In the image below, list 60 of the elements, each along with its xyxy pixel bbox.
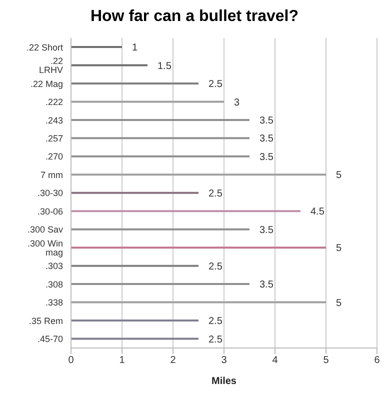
y-tick-label: .257: [45, 133, 63, 144]
bar: [71, 64, 148, 66]
y-tick-label: .30-06: [37, 206, 63, 216]
x-tick-label: 4: [272, 355, 278, 366]
y-tick-label: .22 LRHV: [38, 56, 63, 76]
bar: [71, 228, 250, 230]
y-tick-label: .22 Short: [26, 42, 64, 52]
bar: [71, 174, 326, 176]
data-label: 3.5: [260, 134, 274, 145]
y-tick-label: .35 Rem: [28, 316, 63, 326]
bar: [71, 301, 326, 304]
y-tick-label: .30-30: [37, 188, 63, 198]
x-tick-label: 0: [68, 355, 74, 366]
y-tick-label: .22 Mag: [30, 78, 63, 89]
data-label: 4.5: [310, 206, 325, 218]
data-label: 2.5: [208, 79, 223, 90]
bar: [71, 137, 250, 140]
data-label: 1.5: [158, 60, 172, 72]
data-label: 3.5: [260, 152, 274, 163]
data-label: 2.5: [208, 188, 223, 200]
bar: [71, 264, 198, 267]
y-tick-label: .45-70: [37, 334, 63, 344]
y-tick-label: .308: [45, 279, 63, 290]
y-tick-label: .222: [45, 97, 63, 108]
bar: [71, 246, 326, 249]
bar: [71, 283, 250, 286]
x-tick-label: 5: [323, 355, 330, 366]
y-tick-label: .338: [45, 298, 63, 308]
bar: [71, 118, 250, 121]
data-label: 5: [336, 298, 342, 309]
x-tick-label: 6: [374, 355, 380, 366]
bar: [71, 338, 198, 340]
bar: [71, 46, 122, 48]
x-tick-label: 2: [170, 355, 176, 366]
bar: [71, 155, 250, 158]
y-tick-label: .300 Sav: [27, 224, 64, 235]
data-label: 2.5: [208, 334, 223, 346]
y-tick-label: .300 Win mag: [27, 238, 63, 258]
data-label: 2.5: [208, 316, 223, 328]
y-tick-label: .270: [45, 152, 63, 162]
bar: [71, 210, 300, 212]
data-label: 1: [132, 42, 138, 54]
chart-title: How far can a bullet travel?: [89, 8, 300, 27]
data-label: 5: [336, 170, 342, 182]
y-tick-label: .303: [45, 261, 63, 272]
data-label: 3: [234, 97, 240, 108]
x-tick-label: 3: [221, 355, 228, 366]
bar: [71, 192, 198, 194]
data-label: 3.5: [260, 224, 274, 236]
x-axis-title: Miles: [211, 376, 237, 387]
bar: [71, 100, 224, 103]
bar: [71, 320, 198, 322]
data-label: 5: [336, 243, 342, 254]
data-label: 3.5: [260, 280, 274, 291]
data-label: 3.5: [260, 115, 274, 126]
bar: [71, 82, 198, 84]
data-label: 2.5: [208, 261, 223, 272]
y-tick-label: 7 mm: [40, 170, 63, 180]
x-tick-label: 1: [119, 355, 126, 366]
y-tick-label: .243: [45, 115, 63, 126]
